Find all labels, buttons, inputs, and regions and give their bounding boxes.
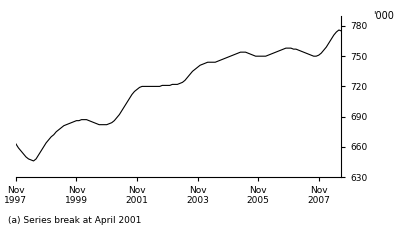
Text: (a) Series break at April 2001: (a) Series break at April 2001 (8, 216, 141, 225)
Y-axis label: '000: '000 (373, 11, 394, 21)
